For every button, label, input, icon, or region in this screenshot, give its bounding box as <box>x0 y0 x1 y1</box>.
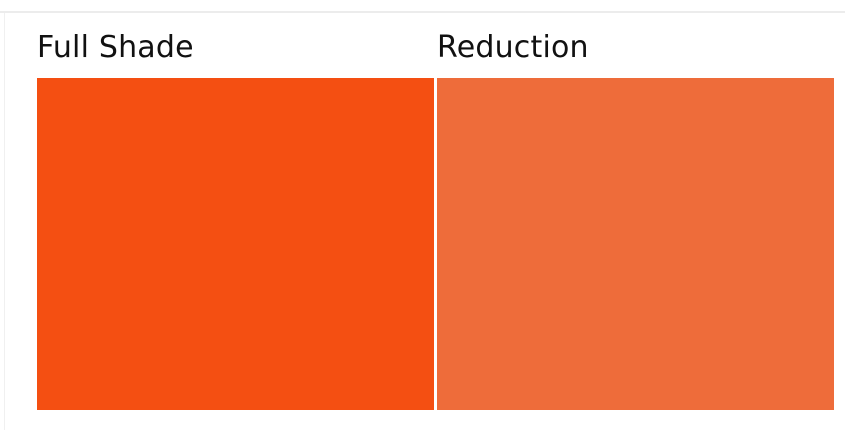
full-shade-swatch <box>37 78 434 410</box>
left-border <box>4 13 5 430</box>
reduction-swatch <box>437 78 834 410</box>
top-divider <box>0 11 845 13</box>
full-shade-label: Full Shade <box>37 30 194 65</box>
reduction-label: Reduction <box>437 30 589 65</box>
